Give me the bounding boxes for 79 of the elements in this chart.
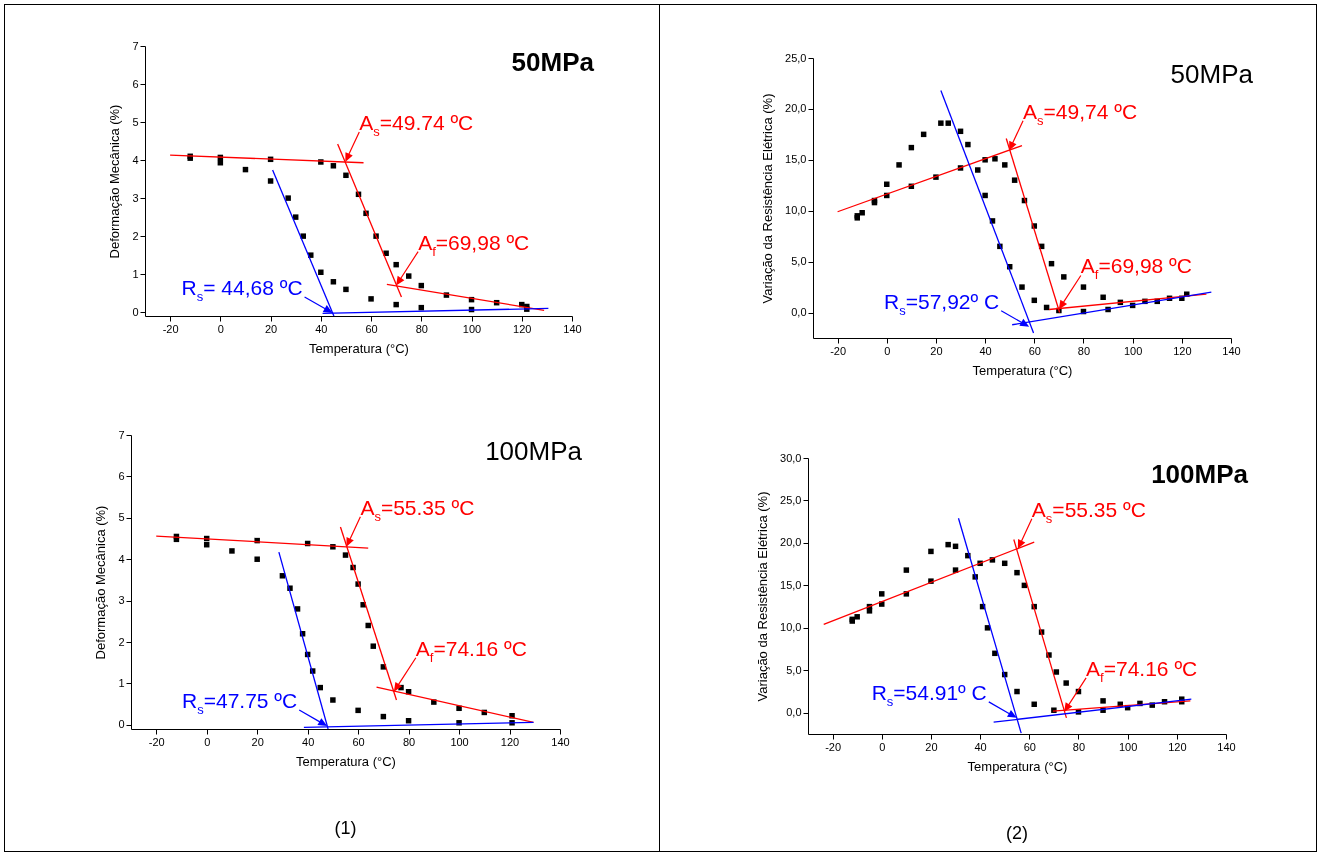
y-tick-label: 7	[132, 39, 139, 52]
y-tick-label: 5	[118, 511, 125, 524]
x-tick-label: 40	[302, 735, 315, 748]
x-tick-label: -20	[830, 344, 847, 357]
y-tick-label: 2	[118, 635, 125, 648]
y-tick-label: 6	[132, 77, 139, 90]
chart-title: 50MPa	[511, 47, 595, 77]
y-tick-label: 0	[118, 718, 125, 731]
chart-title: 100MPa	[1151, 459, 1249, 489]
x-tick-label: 60	[352, 735, 365, 748]
x-tick-label: 40	[979, 344, 992, 357]
y-axis-title: Deformação Mecânica (%)	[93, 505, 109, 660]
x-axis-title: Temperatura (°C)	[972, 362, 1073, 378]
y-axis-title: Variação da Resistência Elétrica (%)	[755, 491, 771, 702]
x-tick-label: -20	[148, 735, 165, 748]
y-tick-label: 10,0	[785, 204, 807, 217]
x-tick-label: 80	[1077, 344, 1091, 357]
y-tick-label: 0	[132, 305, 139, 318]
x-tick-label: 0	[884, 344, 891, 357]
y-tick-label: 30,0	[780, 451, 802, 464]
x-tick-label: 80	[402, 735, 416, 748]
x-tick-label: 40	[974, 740, 987, 753]
x-tick-label: 20	[264, 322, 278, 335]
y-axis-title: Variação da Resistência Elétrica (%)	[760, 93, 776, 304]
y-tick-label: 25,0	[785, 51, 807, 64]
x-tick-label: 120	[513, 322, 532, 335]
x-tick-label: 0	[217, 322, 224, 335]
y-tick-label: 15,0	[780, 578, 802, 591]
y-tick-label: 4	[132, 153, 139, 166]
chart-title: 50MPa	[1170, 59, 1254, 89]
x-tick-label: 20	[925, 740, 938, 753]
text: (1)	[334, 818, 357, 838]
y-tick-label: 10,0	[780, 621, 802, 634]
x-tick-label: 60	[365, 322, 378, 335]
x-tick-label: 120	[500, 735, 520, 748]
x-tick-label: 40	[315, 322, 328, 335]
x-tick-label: 120	[1173, 344, 1192, 357]
x-tick-label: 60	[1028, 344, 1041, 357]
x-tick-label: 100	[450, 735, 469, 748]
x-tick-label: 140	[551, 735, 570, 748]
y-tick-label: 0,0	[786, 706, 802, 719]
y-tick-label: 25,0	[780, 493, 802, 506]
x-tick-label: 100	[1123, 344, 1143, 357]
x-tick-label: 20	[930, 344, 943, 357]
text: (2)	[1006, 823, 1028, 843]
x-tick-label: -20	[162, 322, 179, 335]
x-tick-label: 80	[1072, 740, 1086, 753]
y-tick-label: 3	[118, 594, 125, 607]
y-tick-label: 5,0	[791, 255, 807, 268]
x-axis-title: Temperatura (°C)	[296, 753, 396, 769]
y-tick-label: 1	[132, 267, 139, 280]
x-tick-label: 140	[1217, 740, 1236, 753]
x-tick-label: 140	[1222, 344, 1241, 357]
x-axis-title: Temperatura (°C)	[967, 758, 1068, 774]
y-tick-label: 20,0	[780, 536, 802, 549]
x-axis-title: Temperatura (°C)	[309, 340, 409, 356]
x-tick-label: 120	[1168, 740, 1187, 753]
y-tick-label: 7	[118, 428, 125, 441]
chart-title: 100MPa	[485, 436, 583, 466]
y-tick-label: 5,0	[786, 663, 802, 676]
y-tick-label: 3	[132, 191, 139, 204]
x-tick-label: 80	[415, 322, 428, 335]
x-tick-label: 20	[251, 735, 264, 748]
y-tick-label: 20,0	[785, 102, 807, 115]
x-tick-label: 100	[462, 322, 482, 335]
x-tick-label: 0	[879, 740, 886, 753]
y-axis-title: Deformação Mecânica (%)	[107, 104, 123, 259]
y-tick-label: 0,0	[791, 306, 807, 319]
x-tick-label: 100	[1118, 740, 1138, 753]
y-tick-label: 4	[118, 552, 125, 565]
x-tick-label: 60	[1023, 740, 1036, 753]
y-tick-label: 2	[132, 229, 139, 242]
y-tick-label: 1	[118, 676, 125, 689]
x-tick-label: -20	[825, 740, 842, 753]
y-tick-label: 5	[132, 115, 139, 128]
x-tick-label: 0	[204, 735, 211, 748]
y-tick-label: 15,0	[785, 153, 807, 166]
y-tick-label: 6	[118, 469, 125, 482]
x-tick-label: 140	[563, 322, 582, 335]
